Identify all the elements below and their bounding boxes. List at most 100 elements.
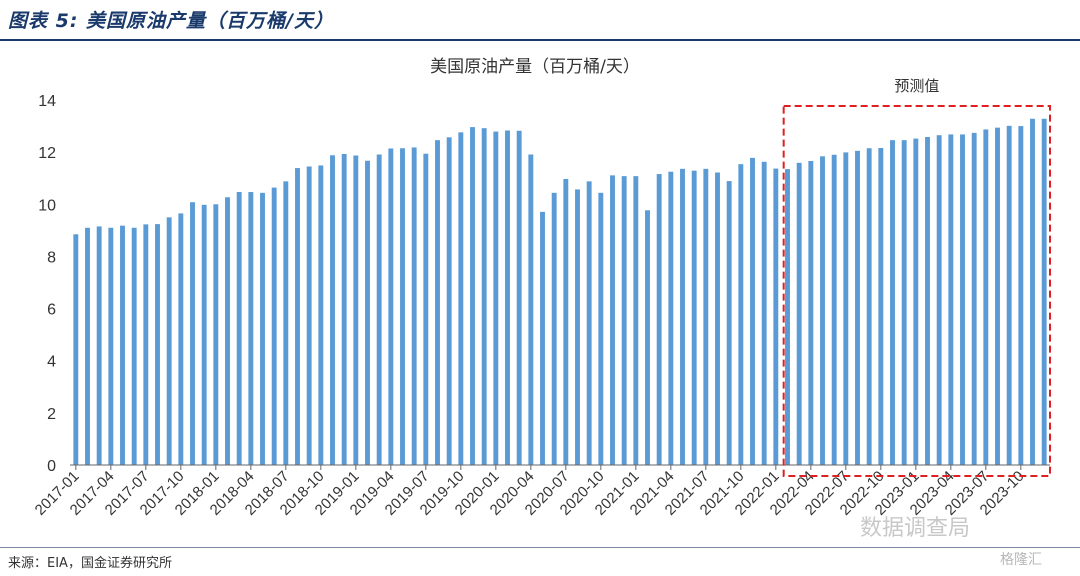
bar: [680, 168, 685, 465]
bar: [645, 210, 650, 465]
bar: [633, 176, 639, 465]
y-tick-label: 6: [47, 302, 56, 319]
bar: [668, 171, 674, 465]
chart-title: 美国原油产量（百万桶/天）: [430, 57, 640, 77]
bar: [516, 130, 522, 465]
bar: [155, 224, 160, 465]
bar: [866, 148, 872, 465]
bar: [458, 132, 464, 465]
bar: [715, 172, 720, 466]
bar: [750, 157, 755, 465]
bar: [85, 227, 90, 465]
bar: [1030, 118, 1035, 466]
bar: [878, 147, 884, 465]
bar: [283, 181, 289, 465]
y-tick-label: 0: [47, 458, 56, 475]
bar: [831, 154, 837, 465]
bar: [983, 129, 989, 465]
bar: [423, 153, 429, 465]
bar: [178, 213, 184, 465]
bar: [901, 140, 907, 465]
bar: [190, 202, 195, 465]
bar: [236, 192, 242, 465]
bar: [120, 225, 125, 465]
bar: [1006, 125, 1012, 465]
forecast-label: 预测值: [894, 77, 939, 95]
bar: [330, 155, 335, 465]
bar: [598, 192, 604, 465]
bar: [388, 148, 394, 465]
bar: [551, 192, 557, 465]
bar: [248, 192, 254, 465]
bar: [610, 175, 615, 465]
bar: [295, 168, 300, 466]
bar: [703, 168, 709, 465]
bar: [948, 134, 954, 465]
y-axis: 0 2 4 6 8 10 12 14: [38, 93, 56, 475]
bar: [108, 227, 114, 465]
bar: [493, 131, 499, 466]
y-tick-label: 14: [38, 93, 56, 110]
bar: [260, 192, 265, 465]
bar: [726, 181, 732, 465]
bar: [913, 138, 919, 465]
bar: [761, 161, 767, 465]
y-tick-label: 4: [47, 354, 56, 371]
y-tick-label: 10: [38, 197, 56, 214]
y-tick-label: 8: [47, 249, 56, 266]
bar: [843, 152, 849, 465]
bar-series: [73, 118, 1047, 466]
bar: [586, 181, 592, 465]
bar: [318, 165, 324, 465]
bar: [353, 155, 359, 465]
bar: [225, 197, 230, 465]
bar: [376, 154, 382, 465]
bar: [1041, 118, 1047, 466]
bar: [621, 176, 627, 465]
bar: [855, 150, 860, 465]
y-tick-label: 12: [38, 145, 56, 162]
bar: [446, 137, 452, 465]
bar: [271, 187, 277, 465]
bar: [166, 217, 172, 465]
bar: [505, 130, 510, 465]
bar: [400, 148, 405, 465]
bar: [890, 140, 895, 465]
bar: [470, 127, 475, 466]
bar: [1018, 126, 1024, 465]
bar: [785, 169, 790, 465]
bar: [971, 132, 977, 465]
bar: [925, 137, 930, 465]
bar: [96, 226, 102, 465]
figure-title: 图表 5: 美国原油产量（百万桶/天）: [8, 10, 334, 32]
y-tick-label: 2: [47, 406, 56, 423]
bar: [656, 174, 662, 466]
bar: [341, 153, 347, 465]
bar: [540, 211, 545, 465]
header-divider: [0, 39, 1080, 41]
bar: [528, 154, 534, 465]
bar: [306, 166, 312, 465]
bar: [435, 140, 440, 465]
forecast-highlight-box: [782, 105, 1052, 477]
bar: [143, 224, 149, 465]
bar: [738, 164, 744, 465]
watermark: 数据调查局: [860, 516, 971, 541]
bar: [936, 135, 942, 465]
bar: [575, 189, 580, 465]
bar: [201, 204, 207, 465]
bar: [691, 170, 697, 465]
bar: [563, 179, 569, 465]
watermark-logo: 格隆汇: [1000, 552, 1042, 568]
bar: [365, 160, 370, 465]
bar: [213, 204, 219, 466]
footer-divider: [0, 547, 1080, 548]
bar: [131, 227, 137, 465]
bar: [808, 161, 814, 465]
bar: [73, 234, 79, 465]
figure-header: 图表 5: 美国原油产量（百万桶/天）: [0, 0, 1080, 40]
bar: [411, 147, 417, 465]
bar: [481, 128, 487, 465]
bar: [796, 162, 802, 465]
